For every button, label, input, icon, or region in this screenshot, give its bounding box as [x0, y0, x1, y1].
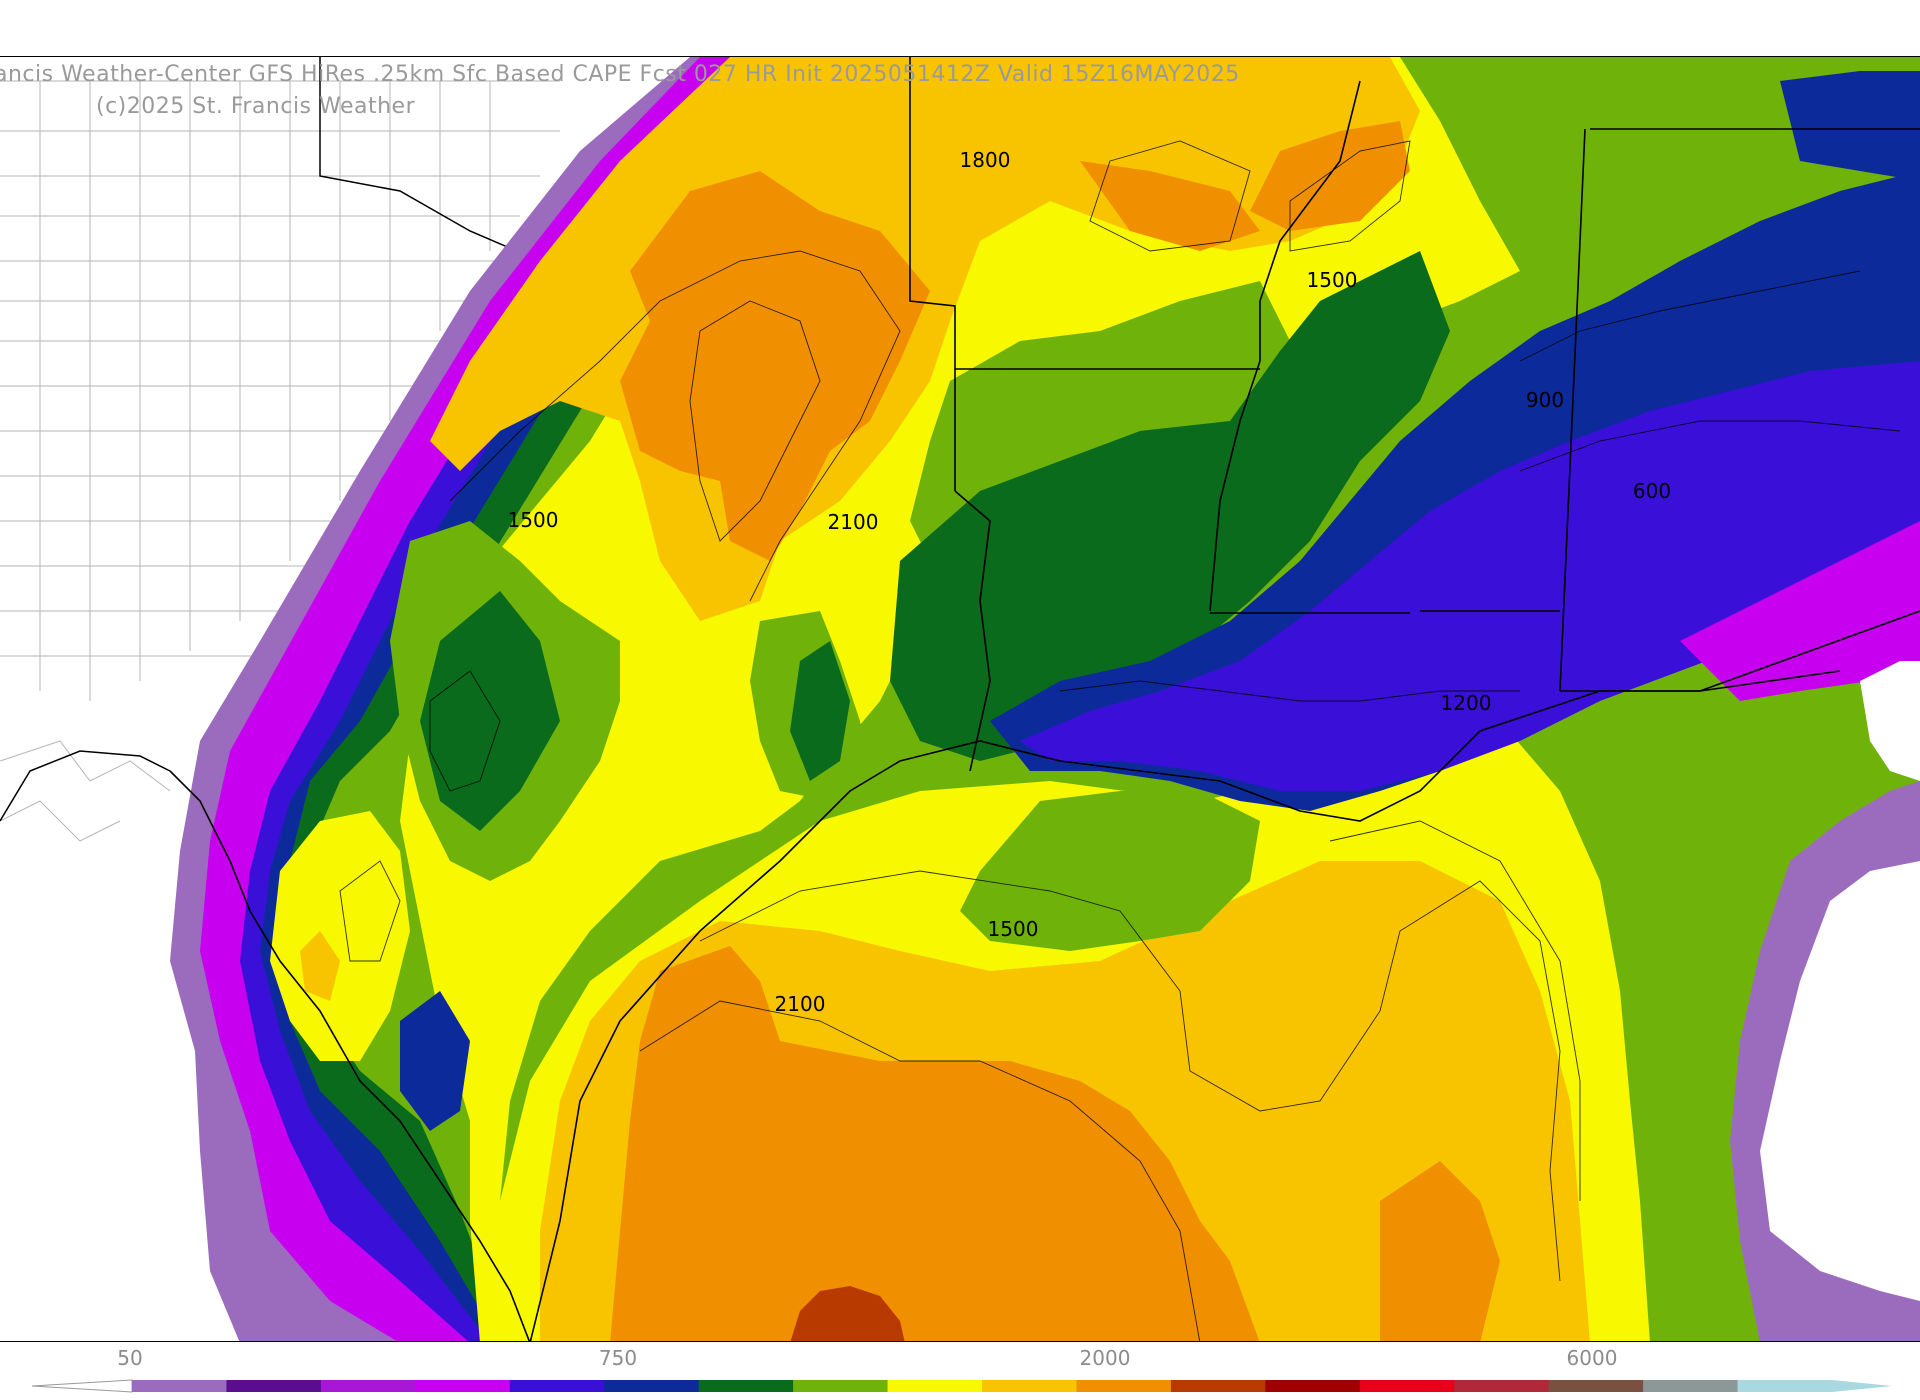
map-copyright: (c)2025 St. Francis Weather: [96, 94, 416, 119]
colorbar-segment: [1737, 1380, 1833, 1392]
colorbar-left-arrow: [32, 1379, 133, 1393]
contour-label: 900: [1525, 388, 1565, 412]
colorbar-segment: [320, 1380, 416, 1392]
colorbar-segment: [1359, 1380, 1455, 1392]
contour-label: 1200: [1440, 691, 1492, 715]
county-grid: [0, 80, 560, 842]
colorbar-tick-label: 50: [117, 1346, 143, 1370]
colorbar-segment: [226, 1380, 322, 1392]
colorbar-segment: [1643, 1380, 1739, 1392]
cape-map: [0, 56, 1920, 1342]
map-title: ancis Weather-Center GFS HiRes .25km Sfc…: [0, 62, 1240, 87]
colorbar-segment: [1170, 1380, 1266, 1392]
contour-label: 600: [1632, 479, 1672, 503]
colorbar-right-arrow: [1832, 1380, 1892, 1392]
colorbar-tick-label: 2000: [1079, 1346, 1131, 1370]
colorbar-tick-label: 6000: [1566, 1346, 1618, 1370]
colorbar-segment: [698, 1380, 794, 1392]
contour-label: 1500: [987, 917, 1039, 941]
colorbar-segment: [793, 1380, 889, 1392]
contour-label: 1800: [959, 148, 1011, 172]
colorbar-segment: [509, 1380, 605, 1392]
contour-label: 1500: [507, 508, 559, 532]
colorbar: [32, 1379, 1892, 1393]
colorbar-segment: [132, 1380, 227, 1392]
colorbar-segment: [1548, 1380, 1644, 1392]
contour-label: 2100: [827, 510, 879, 534]
colorbar-segment: [982, 1380, 1077, 1392]
cape-contours: [339, 140, 1901, 1341]
colorbar-segment: [1454, 1380, 1550, 1392]
colorbar-segment: [604, 1380, 700, 1392]
cape-fill: [170, 57, 1920, 1341]
contour-label: 2100: [774, 992, 826, 1016]
contour-label: 1500: [1306, 268, 1358, 292]
colorbar-segment: [1076, 1380, 1172, 1392]
colorbar-segment: [415, 1380, 511, 1392]
colorbar-segment: [887, 1380, 983, 1392]
colorbar-tick-label: 750: [598, 1346, 638, 1370]
colorbar-segment: [1265, 1380, 1361, 1392]
